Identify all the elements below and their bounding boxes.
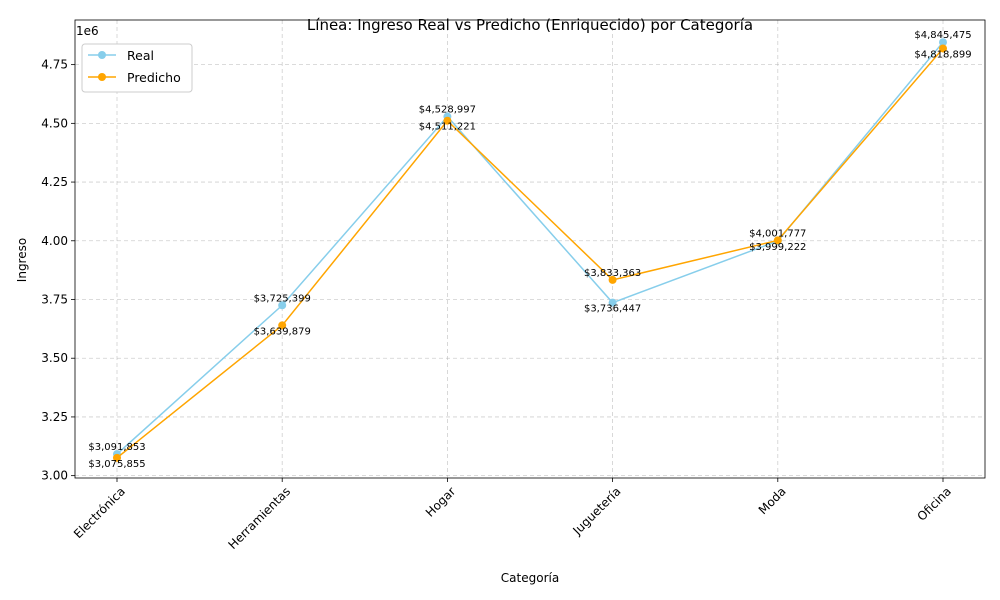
data-label-real: $4,528,997 <box>419 105 476 116</box>
x-tick-label: Electrónica <box>71 484 128 541</box>
x-axis-title: Categoría <box>501 571 559 585</box>
x-tick-label: Juguetería <box>569 484 623 538</box>
x-tick-label: Herramientas <box>225 484 293 552</box>
data-point-predicho <box>278 321 287 330</box>
data-label-real: $3,736,447 <box>584 304 641 315</box>
y-tick-label: 3.75 <box>41 292 68 306</box>
data-label-predicho: $4,001,777 <box>749 228 806 239</box>
data-point-predicho <box>113 453 121 462</box>
data-label-real: $3,091,853 <box>88 442 145 453</box>
data-point-predicho <box>608 275 617 284</box>
x-tick-label: Hogar <box>423 484 459 520</box>
data-label-real: $3,999,222 <box>749 242 806 253</box>
x-tick-label: Oficina <box>914 484 954 524</box>
data-label-predicho: $3,833,363 <box>584 268 641 279</box>
data-label-predicho: $4,511,221 <box>419 122 476 133</box>
data-point-predicho <box>443 116 452 125</box>
plot-frame <box>74 19 986 479</box>
data-labels-layer: $3,091,853 $3,075,855 $3,725,399 $3,639,879… <box>88 30 971 470</box>
data-label-real: $4,845,475 <box>914 30 971 41</box>
series-line-predicho <box>116 47 944 459</box>
y-tick-label: 4.25 <box>41 175 68 189</box>
series-layer <box>113 38 947 462</box>
legend-marker-predicho <box>98 73 106 81</box>
legend-box <box>81 43 193 93</box>
y-tick-label: 4.00 <box>41 234 68 248</box>
y-tick-label: 4.75 <box>41 58 68 72</box>
series-line-real <box>116 41 944 455</box>
data-label-predicho: $3,639,879 <box>254 326 311 337</box>
y-tick-label: 3.25 <box>41 410 68 424</box>
y-tick-label: 3.00 <box>41 469 68 483</box>
legend-marker-real <box>98 51 106 59</box>
legend-label-predicho: Predicho <box>127 70 181 85</box>
y-axis-title: Ingreso <box>15 238 29 282</box>
chart-title: Línea: Ingreso Real vs Predicho (Enrique… <box>307 16 753 34</box>
axes-layer: Electrónica Herramientas Hogar Juguetería Mo… <box>41 19 986 552</box>
data-label-predicho: $3,075,855 <box>88 459 145 470</box>
legend-label-real: Real <box>127 48 154 63</box>
y-tick-label: 3.50 <box>41 351 68 365</box>
data-label-real: $3,725,399 <box>254 293 311 304</box>
data-point-predicho <box>939 44 947 53</box>
data-point-real <box>939 38 947 47</box>
y-axis-offset-label: 1e6 <box>76 24 99 38</box>
data-label-predicho: $4,818,899 <box>914 49 971 60</box>
data-point-real <box>278 301 287 310</box>
data-point-real <box>608 298 617 307</box>
legend: Real Predicho <box>81 43 193 93</box>
y-tick-label: 4.50 <box>41 116 68 130</box>
grid-layer <box>75 20 985 478</box>
x-tick-label: Moda <box>756 484 789 517</box>
data-point-predicho <box>773 236 782 245</box>
